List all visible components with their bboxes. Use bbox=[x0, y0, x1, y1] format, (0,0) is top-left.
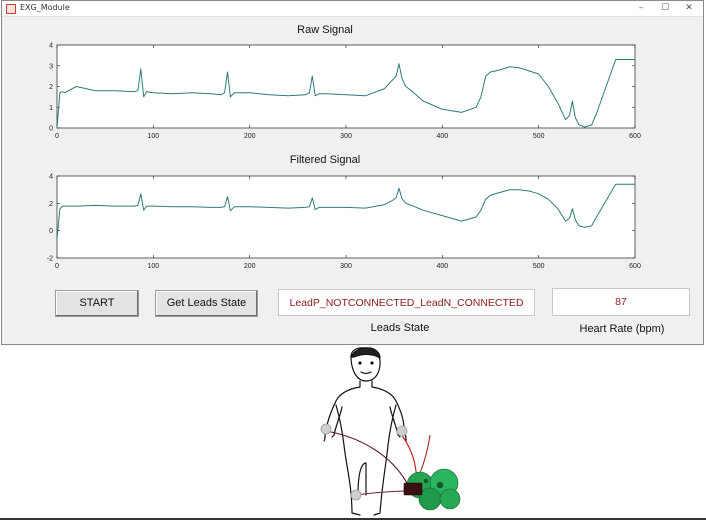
raw-x-tick-label: 100 bbox=[147, 133, 159, 140]
figure-eye-left bbox=[358, 361, 362, 365]
raw-x-tick-label: 600 bbox=[629, 133, 641, 140]
raw-y-tick-label: 0 bbox=[49, 126, 53, 133]
minimize-button[interactable]: – bbox=[638, 3, 644, 13]
raw-y-tick-label: 2 bbox=[49, 84, 53, 91]
leads-state-caption: Leads State bbox=[370, 322, 430, 334]
filtered-y-tick-label: -2 bbox=[47, 256, 53, 263]
filtered-x-tick-label: 400 bbox=[436, 263, 448, 270]
window-title: EXG_Module bbox=[20, 3, 70, 12]
heart-rate-display: 87 bbox=[552, 288, 690, 316]
filtered-y-tick-label: 2 bbox=[49, 201, 53, 208]
raw-x-tick-label: 300 bbox=[340, 133, 352, 140]
heart-rate-caption: Heart Rate (bpm) bbox=[579, 323, 665, 335]
sensor-board bbox=[403, 468, 461, 511]
filtered-plot-area bbox=[56, 175, 636, 259]
close-button[interactable]: ✕ bbox=[685, 3, 693, 13]
lead-wire-dark bbox=[325, 430, 409, 486]
raw-signal-title: Raw Signal bbox=[297, 24, 353, 36]
electrode-left-wrist bbox=[396, 425, 408, 437]
raw-x-tick-label: 400 bbox=[436, 133, 448, 140]
electrode-right-wrist bbox=[320, 423, 332, 435]
figure-mouth bbox=[360, 371, 372, 375]
maximize-button[interactable]: ☐ bbox=[660, 3, 670, 13]
filtered-x-tick-label: 500 bbox=[533, 263, 545, 270]
raw-signal-line bbox=[56, 59, 635, 129]
title-bar: EXG_Module – ☐ ✕ bbox=[2, 1, 703, 17]
figure-body-outline bbox=[323, 380, 407, 516]
raw-y-tick-label: 1 bbox=[49, 105, 53, 112]
lead-wire-top bbox=[419, 434, 431, 474]
figure-head bbox=[350, 347, 381, 382]
filtered-x-tick-label: 200 bbox=[244, 263, 256, 270]
figure-hair bbox=[350, 347, 381, 359]
raw-x-tick-label: 200 bbox=[244, 133, 256, 140]
raw-plot-area bbox=[56, 44, 636, 129]
filtered-x-tick-label: 300 bbox=[340, 263, 352, 270]
filtered-y-tick-label: 4 bbox=[49, 174, 53, 181]
raw-x-tick-label: 500 bbox=[533, 133, 545, 140]
electrode-placement-illustration bbox=[320, 347, 461, 516]
raw-x-tick-label: 0 bbox=[55, 133, 59, 140]
filtered-x-tick-label: 100 bbox=[147, 263, 159, 270]
filtered-x-tick-label: 0 bbox=[55, 263, 59, 270]
leads-state-display: LeadP_NOTCONNECTED_LeadN_CONNECTED bbox=[278, 289, 535, 316]
filtered-x-tick-label: 600 bbox=[629, 263, 641, 270]
matlab-figure-icon bbox=[6, 4, 16, 14]
filtered-y-tick-label: 0 bbox=[49, 228, 53, 235]
get-leads-state-button[interactable]: Get Leads State bbox=[155, 290, 258, 317]
filtered-signal-line bbox=[56, 183, 635, 239]
filtered-signal-title: Filtered Signal bbox=[289, 154, 361, 166]
start-button[interactable]: START bbox=[55, 290, 139, 317]
raw-y-tick-label: 4 bbox=[49, 43, 53, 50]
electrode-leg bbox=[350, 489, 362, 501]
bottom-rule bbox=[0, 518, 706, 520]
figure-eye-right bbox=[370, 361, 374, 365]
raw-y-tick-label: 3 bbox=[49, 63, 53, 70]
